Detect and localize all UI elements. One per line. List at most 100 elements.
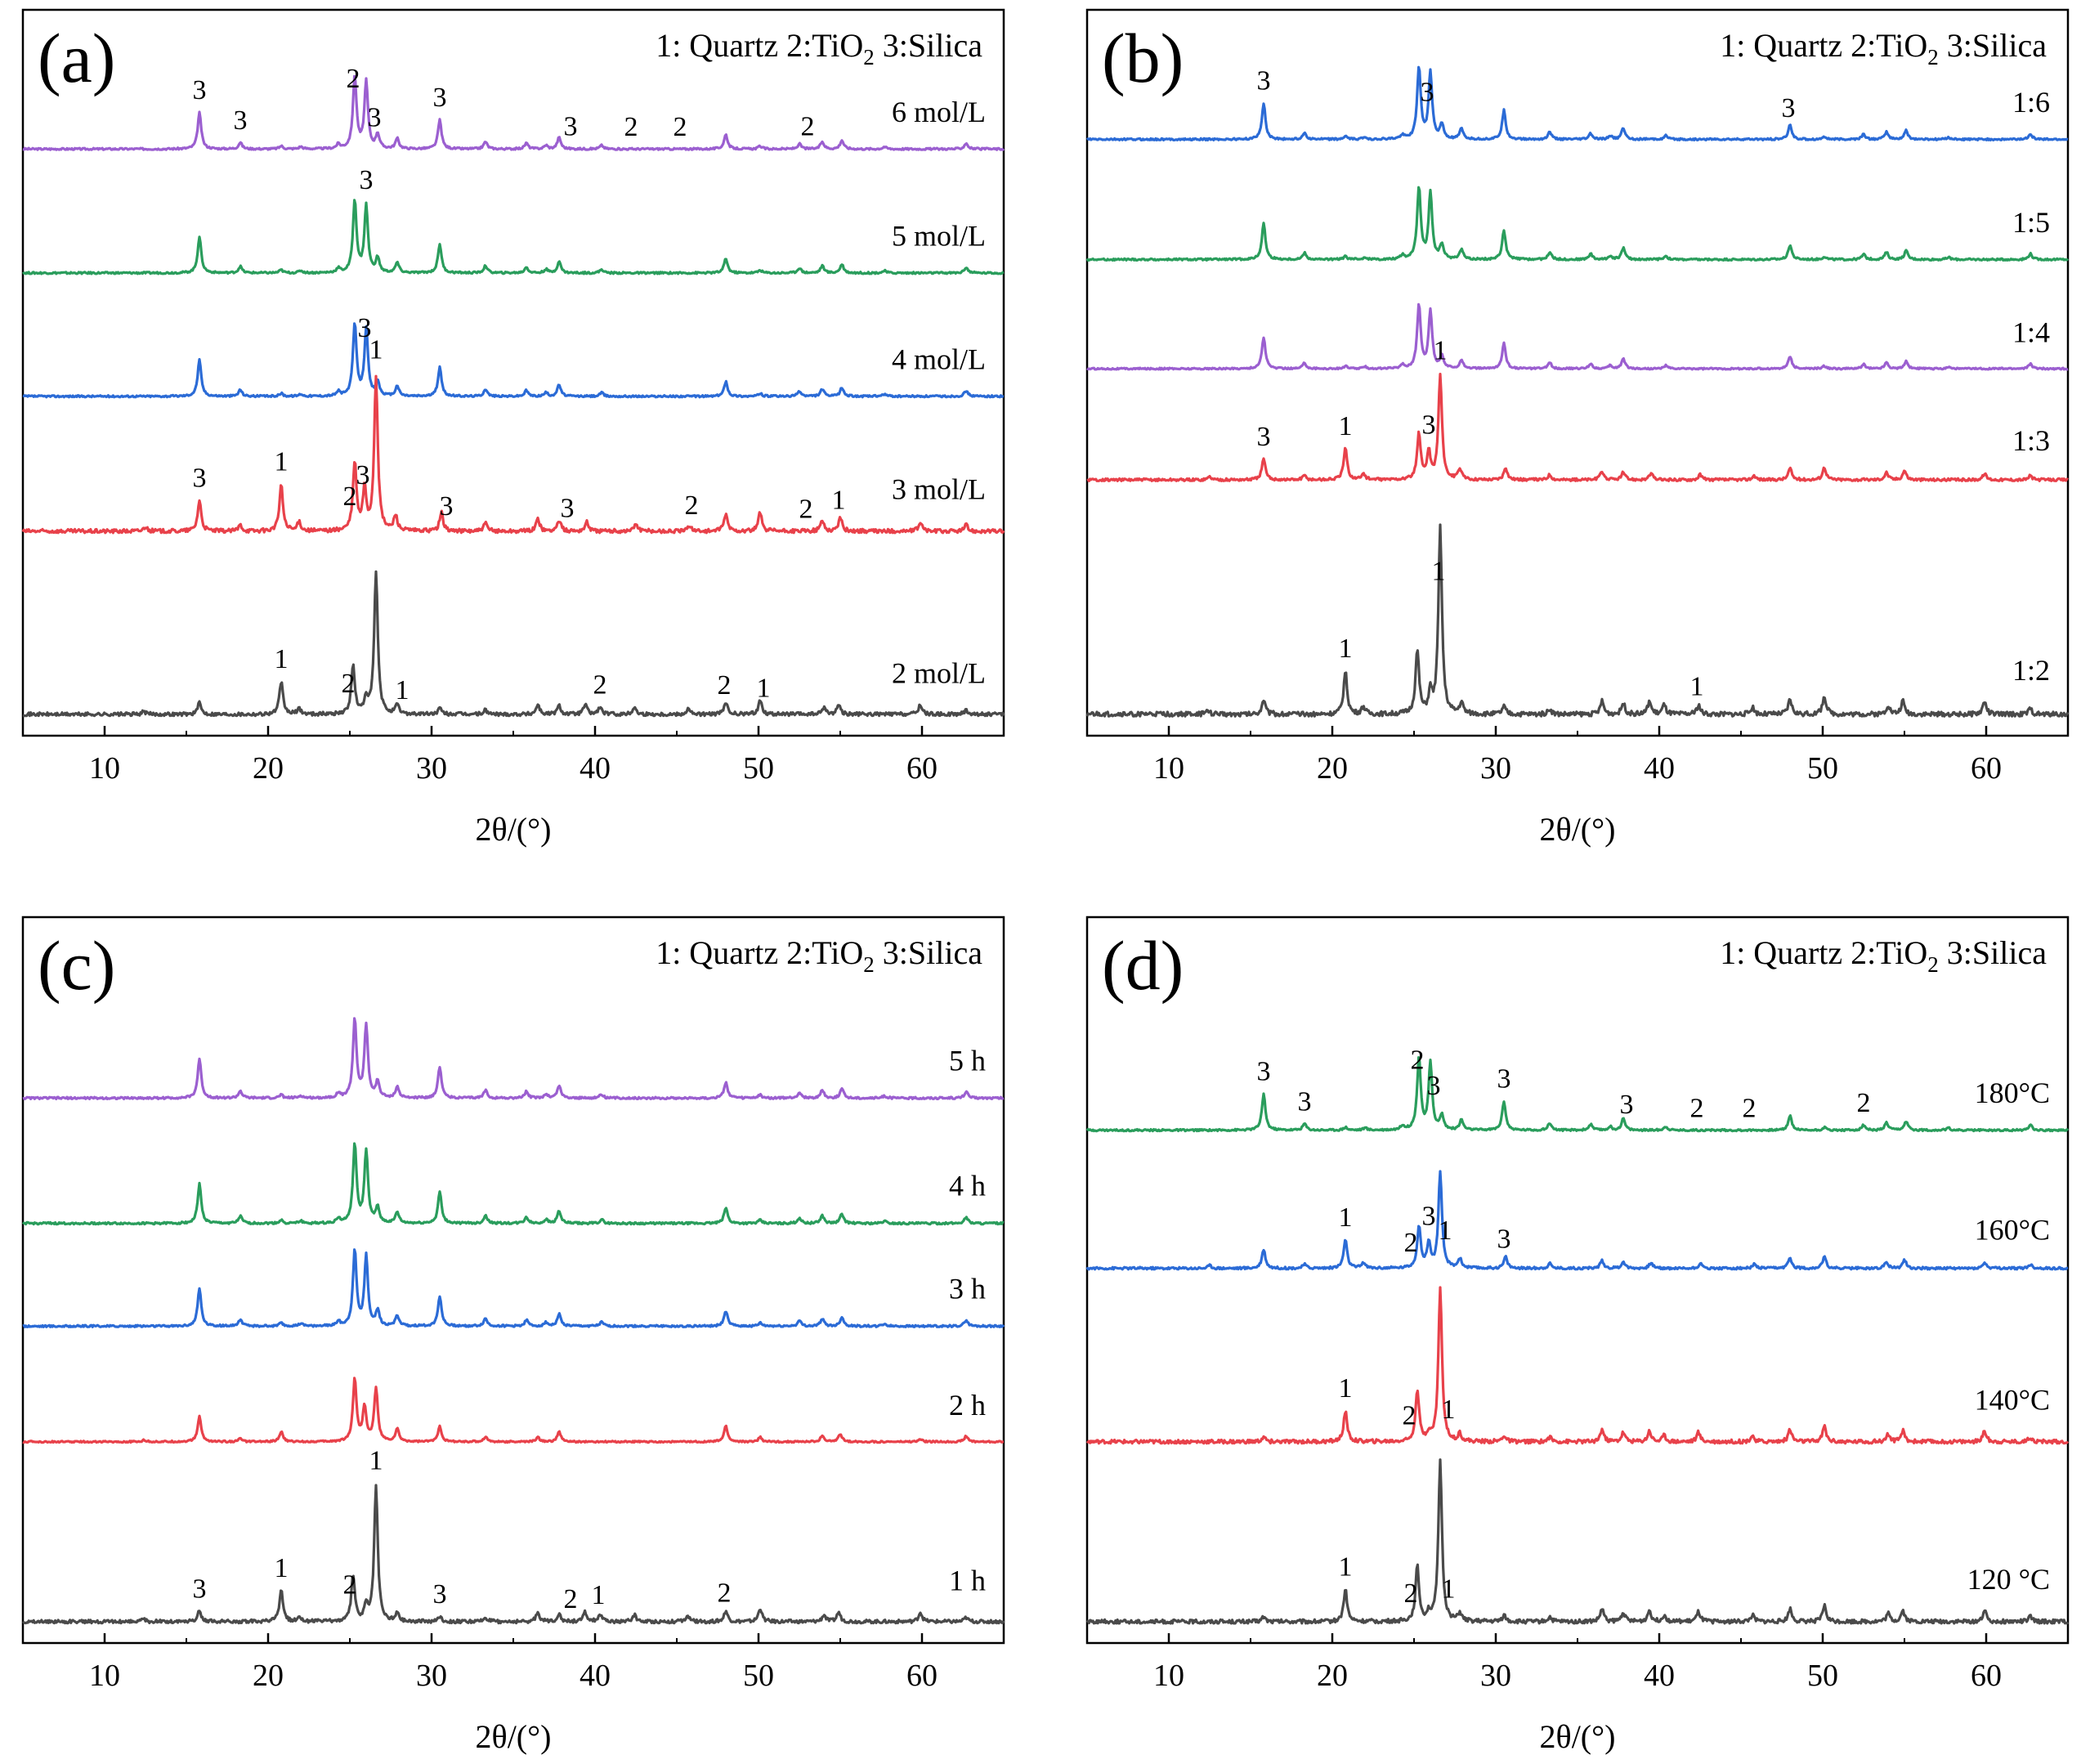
x-tick-label: 20 — [1317, 1659, 1348, 1693]
series-line — [22, 1017, 1005, 1100]
legend-quartz: 1: Quartz — [1720, 934, 1851, 971]
series-line — [1085, 1056, 2070, 1133]
peak-label: 2 — [799, 495, 813, 525]
series-line — [22, 1377, 1005, 1444]
phase-legend: 1: Quartz 2:TiO2 3:Silica — [1720, 934, 2047, 977]
peak-label: 1 — [1339, 634, 1353, 664]
x-tick-label: 50 — [1807, 1659, 1838, 1693]
series-line — [22, 322, 1005, 399]
series-line — [1085, 65, 2069, 141]
x-tick-label: 60 — [906, 751, 938, 786]
series-label: 1:3 — [2012, 424, 2050, 457]
series-label: 140°C — [1975, 1383, 2050, 1416]
series-label: 6 mol/L — [892, 96, 986, 128]
x-tick-label: 30 — [1480, 751, 1511, 786]
peak-label: 2 — [593, 670, 607, 701]
x-axis-label: 2θ/(°) — [1540, 811, 1616, 848]
peak-label: 3 — [1497, 1063, 1511, 1094]
peak-label: 3 — [433, 83, 447, 113]
plot-frame — [21, 8, 1005, 737]
peak-label: 2 — [674, 112, 687, 142]
peak-label: 2 — [718, 670, 732, 701]
peak-label: 3 — [358, 313, 372, 343]
series-label: 1:5 — [2012, 206, 2050, 239]
x-tick-label: 40 — [1644, 1659, 1675, 1693]
series-line — [22, 74, 1005, 151]
peak-label: 3 — [561, 494, 575, 524]
series-line — [22, 199, 1005, 275]
peak-label: 1 — [275, 1553, 289, 1583]
peak-label: 1 — [1690, 671, 1704, 701]
series-line — [1085, 186, 2070, 262]
peak-label: 1 — [1339, 1552, 1353, 1583]
plot-frame — [1085, 916, 2070, 1645]
peak-label: 3 — [1257, 422, 1271, 452]
peak-label: 3 — [433, 1579, 447, 1610]
peak-label: 3 — [234, 105, 248, 136]
panel-label: (b) — [1102, 19, 1184, 97]
peak-label: 3 — [440, 491, 454, 522]
peak-label: 1 — [1339, 411, 1353, 441]
peak-label: 3 — [193, 75, 207, 105]
peak-label: 1 — [275, 447, 289, 477]
x-tick-label: 30 — [1480, 1659, 1511, 1693]
x-tick-label: 20 — [1317, 751, 1348, 786]
peak-label: 3 — [1497, 1224, 1511, 1254]
peak-label: 3 — [1257, 1056, 1271, 1086]
legend-tio2-subscript: 2 — [863, 45, 875, 69]
peak-label: 1 — [1432, 557, 1446, 587]
x-tick-label: 40 — [580, 1659, 611, 1693]
peak-label: 1 — [396, 675, 409, 705]
series-line — [21, 374, 1005, 535]
peak-label: 3 — [1257, 65, 1271, 96]
peak-label: 2 — [1404, 1228, 1418, 1258]
x-tick-label: 10 — [89, 751, 120, 786]
peak-label: 3 — [368, 102, 382, 132]
phase-legend: 1: Quartz 2:TiO2 3:Silica — [656, 27, 982, 69]
peak-label: 1 — [369, 1445, 383, 1475]
series-label: 1:6 — [2012, 86, 2050, 119]
phase-legend: 1: Quartz 2:TiO2 3:Silica — [1720, 27, 2047, 69]
legend-tio2-subscript: 2 — [1927, 952, 1939, 977]
series-label: 3 mol/L — [892, 472, 986, 505]
panel-label: (c) — [38, 926, 115, 1005]
series-label: 2 mol/L — [892, 656, 986, 689]
peak-label: 3 — [193, 463, 207, 493]
plot-frame — [21, 916, 1005, 1645]
peak-label: 2 — [1690, 1094, 1704, 1124]
peak-label: 2 — [342, 669, 356, 699]
series-line — [1085, 523, 2070, 718]
peak-label: 1 — [1442, 1574, 1456, 1604]
series-label: 180°C — [1975, 1077, 2050, 1109]
panel-b: 10 20 30 40 50 60 2θ/(°) (b) 1: Quartz 2:TiO2 3:… — [1085, 8, 2070, 848]
legend-silica: 3:Silica — [1939, 27, 2047, 64]
peak-label: 1 — [369, 335, 383, 365]
peak-label: 1 — [1339, 1202, 1353, 1233]
series-line — [1085, 1170, 2069, 1271]
peak-label: 1 — [1339, 1373, 1353, 1404]
peak-label: 3 — [1422, 1202, 1436, 1232]
peak-label: 2 — [1857, 1088, 1871, 1118]
peak-label: 2 — [1403, 1401, 1416, 1431]
series-line — [1086, 373, 2069, 482]
x-tick-label: 60 — [1971, 1659, 2002, 1693]
series-line — [22, 570, 1005, 718]
peak-label: 2 — [564, 1584, 578, 1614]
panel-label: (d) — [1102, 926, 1184, 1005]
peak-label: 3 — [1782, 93, 1796, 123]
peak-label: 2 — [718, 1578, 732, 1608]
x-tick-label: 50 — [743, 1659, 774, 1693]
x-tick-label: 60 — [906, 1659, 938, 1693]
peak-label: 2 — [343, 1569, 357, 1600]
series-line — [1086, 302, 2069, 371]
x-tick-label: 20 — [253, 751, 284, 786]
panel-label: (a) — [38, 19, 115, 97]
series-line — [22, 1142, 1005, 1226]
legend-tio2: 2:TiO — [786, 934, 863, 971]
series-line — [1085, 1286, 2070, 1445]
series-label: 4 h — [949, 1170, 986, 1202]
peak-label: 3 — [1422, 410, 1436, 440]
legend-silica: 3:Silica — [875, 27, 982, 64]
